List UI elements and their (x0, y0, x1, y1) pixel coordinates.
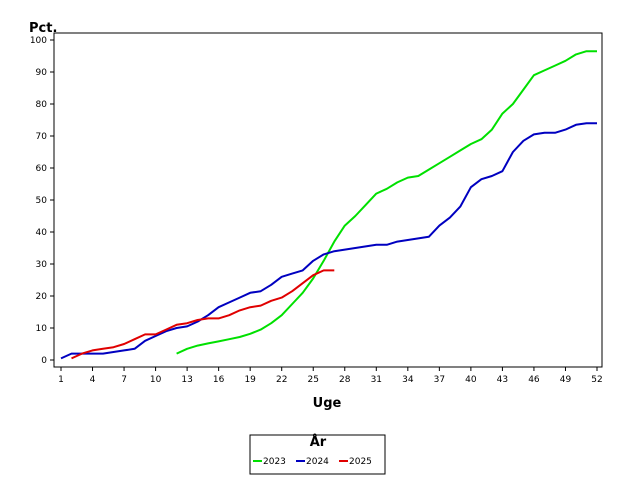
y-tick-label: 100 (30, 36, 47, 46)
series-line-2023 (176, 50, 597, 355)
y-tick-label: 80 (36, 100, 48, 110)
x-tick-label: 7 (121, 375, 127, 385)
x-tick-label: 1 (58, 375, 64, 385)
y-tick-label: 10 (36, 324, 48, 334)
series-line-2024 (60, 122, 597, 360)
x-tick-label: 40 (465, 375, 477, 385)
legend-label: 2025 (349, 457, 372, 467)
y-tick-label: 0 (41, 356, 47, 366)
y-tick-label: 40 (36, 228, 48, 238)
legend-items: 2023 2024 2025 (253, 457, 372, 467)
x-tick-label: 31 (371, 375, 382, 385)
legend-label: 2023 (263, 457, 286, 467)
legend-item-2023: 2023 (253, 457, 286, 467)
x-tick-label: 10 (150, 375, 162, 385)
legend-item-2024: 2024 (296, 457, 329, 467)
y-tick-label: 20 (36, 292, 48, 302)
x-tick-label: 16 (213, 375, 225, 385)
y-tick-label: 50 (36, 196, 48, 206)
y-tick-label: 60 (36, 164, 48, 174)
legend: År 2023 2024 2025 (249, 434, 386, 475)
x-tick-label: 49 (560, 375, 572, 385)
x-tick-label: 22 (276, 375, 287, 385)
series-line-2025 (71, 269, 335, 360)
legend-box (249, 434, 386, 475)
x-tick-label: 43 (497, 375, 508, 385)
x-tick-label: 52 (591, 375, 602, 385)
x-tick-label: 13 (181, 375, 192, 385)
x-tick-label: 34 (402, 375, 414, 385)
x-tick-label: 4 (90, 375, 96, 385)
y-tick-label: 90 (36, 68, 48, 78)
y-tick-label: 30 (36, 260, 48, 270)
x-tick-label: 19 (244, 375, 256, 385)
y-tick-label: 70 (36, 132, 48, 142)
y-axis-title: Pct. (29, 21, 57, 36)
legend-title: År (310, 434, 327, 450)
x-axis: 1 4 7 10 13 16 19 22 25 28 31 34 37 40 43 46 49 52 (58, 367, 603, 385)
x-tick-label: 25 (308, 375, 319, 385)
y-axis: 0 10 20 30 40 50 60 70 80 90 100 (30, 36, 54, 366)
series-layer (60, 50, 597, 360)
legend-item-2025: 2025 (339, 457, 372, 467)
x-tick-label: 28 (339, 375, 351, 385)
legend-label: 2024 (306, 457, 329, 467)
x-axis-title: Uge (313, 396, 342, 411)
x-tick-label: 46 (528, 375, 540, 385)
x-tick-label: 37 (434, 375, 445, 385)
